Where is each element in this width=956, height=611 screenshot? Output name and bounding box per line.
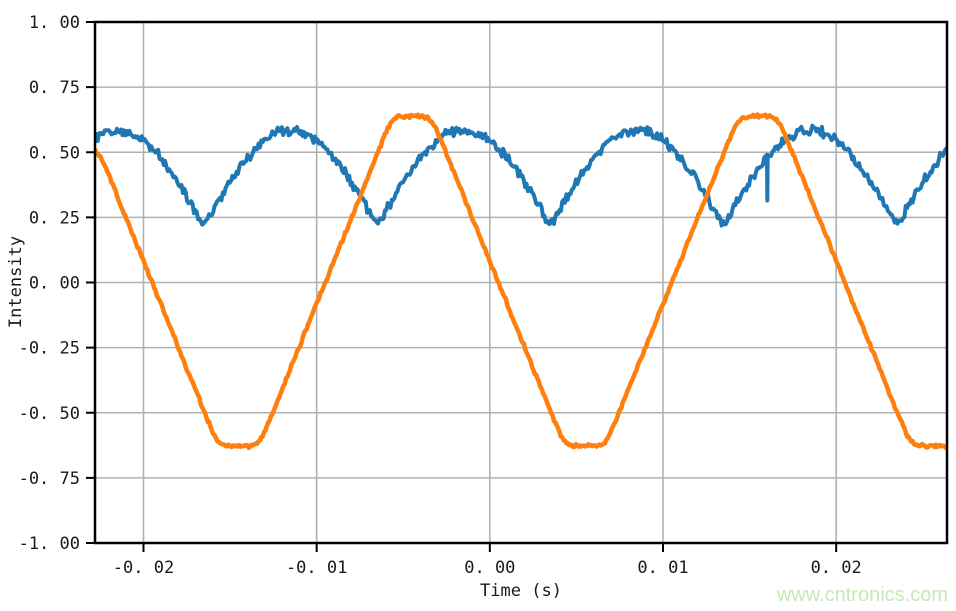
y-tick-label: -0. 75: [19, 469, 80, 489]
y-tick-label: 0. 75: [29, 78, 80, 98]
y-tick-label: 0. 00: [29, 274, 80, 294]
y-tick-label: -1. 00: [19, 534, 80, 554]
x-tick-label: 0. 01: [637, 558, 688, 578]
series-group: [95, 112, 947, 451]
series-intensity-rectified: [95, 123, 947, 228]
series-drive-waveform: [95, 112, 947, 451]
y-axis-title: Intensity: [6, 235, 26, 329]
y-tick-label: 1. 00: [29, 13, 80, 33]
x-tick-label: -0. 01: [286, 558, 347, 578]
x-axis-title: Time (s): [480, 581, 562, 601]
y-tick-label: 0. 50: [29, 143, 80, 163]
y-tick-label: 0. 25: [29, 208, 80, 228]
x-tick-label: -0. 02: [113, 558, 174, 578]
y-tick-label: -0. 25: [19, 339, 80, 359]
x-tick-label: 0. 02: [811, 558, 862, 578]
y-tick-label: -0. 50: [19, 404, 80, 424]
x-tick-label: 0. 00: [464, 558, 515, 578]
watermark: www.cntronics.com: [776, 584, 948, 606]
